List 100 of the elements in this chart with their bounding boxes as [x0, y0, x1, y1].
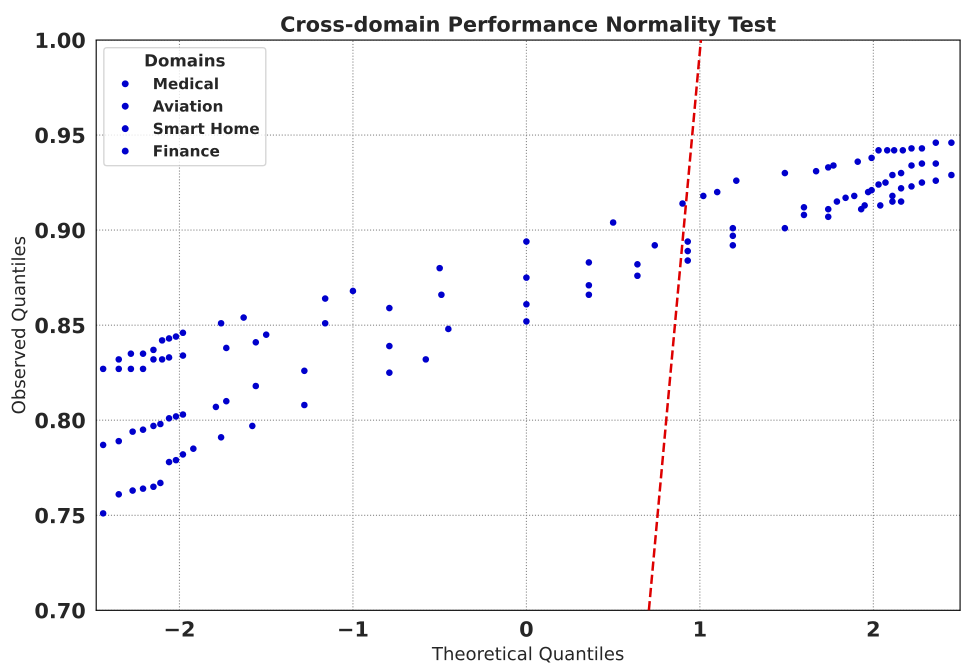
x-tick-label: −2: [166, 621, 194, 637]
point: [830, 162, 837, 169]
point: [651, 242, 658, 249]
y-tick-label: 0.75: [35, 508, 84, 524]
point: [158, 337, 166, 344]
point: [166, 415, 172, 422]
point: [854, 158, 862, 165]
point: [918, 160, 926, 167]
point: [249, 422, 256, 430]
legend-label: Medical: [154, 78, 218, 90]
point: [882, 179, 889, 186]
point: [714, 188, 721, 196]
point: [684, 257, 692, 264]
point: [128, 366, 134, 372]
point: [100, 510, 106, 517]
point: [386, 304, 393, 312]
point: [875, 146, 882, 154]
point: [898, 198, 904, 205]
point: [523, 274, 530, 281]
y-tick-label: 0.90: [35, 222, 85, 238]
point: [218, 320, 224, 327]
point: [100, 442, 106, 448]
point: [166, 354, 172, 361]
point: [948, 172, 955, 178]
point: [782, 170, 788, 176]
y-tick-label: 0.95: [35, 128, 84, 144]
point: [850, 192, 858, 200]
point: [386, 342, 393, 350]
point: [730, 242, 736, 249]
point: [180, 451, 186, 458]
point: [918, 179, 926, 186]
point: [223, 344, 230, 352]
y-tick-label: 1.00: [36, 32, 85, 48]
x-axis-title: Theoretical Quantiles: [432, 646, 624, 662]
point: [212, 404, 220, 410]
point: [158, 356, 166, 363]
point: [172, 456, 180, 464]
point: [180, 352, 186, 359]
point: [898, 185, 904, 192]
point: [890, 146, 898, 154]
point: [157, 420, 164, 428]
point: [115, 491, 122, 498]
point: [800, 204, 808, 211]
point: [730, 232, 736, 240]
point: [129, 428, 136, 435]
point: [824, 206, 832, 212]
point: [190, 445, 197, 452]
point: [868, 154, 875, 162]
point: [908, 183, 915, 190]
point: [100, 366, 106, 372]
point: [834, 198, 840, 205]
point: [889, 172, 896, 178]
point: [932, 160, 940, 167]
point: [301, 402, 308, 408]
point: [115, 438, 122, 444]
point: [240, 314, 247, 321]
point: [824, 164, 832, 171]
point: [812, 168, 820, 174]
point: [586, 282, 592, 289]
point: [730, 224, 736, 232]
point: [172, 333, 180, 340]
point: [129, 487, 136, 494]
point: [140, 350, 146, 357]
point: [610, 219, 616, 226]
point: [889, 198, 896, 205]
point: [150, 346, 157, 354]
x-tick-label: 2: [868, 621, 879, 637]
point: [140, 485, 146, 492]
point: [898, 170, 904, 176]
point: [884, 146, 891, 154]
point: [523, 318, 530, 325]
point: [634, 272, 641, 280]
point: [858, 206, 864, 212]
point: [180, 411, 186, 418]
point: [115, 366, 122, 372]
point: [733, 177, 740, 184]
point: [634, 261, 641, 268]
point: [908, 162, 915, 169]
point: [875, 181, 882, 188]
y-axis-title: Observed Quantiles: [11, 236, 28, 414]
point: [350, 288, 356, 294]
point: [900, 146, 906, 154]
point: [252, 338, 260, 346]
legend-title: Domains: [146, 54, 225, 67]
point: [140, 366, 146, 372]
point: [180, 329, 186, 336]
point: [782, 224, 788, 232]
point: [166, 458, 172, 466]
point: [868, 186, 875, 194]
point: [889, 192, 896, 200]
point: [918, 145, 926, 152]
point: [218, 434, 224, 441]
x-tick-label: 0: [520, 621, 533, 637]
point: [586, 291, 592, 298]
point: [876, 202, 884, 209]
point: [172, 413, 180, 420]
point: [932, 177, 940, 184]
point: [262, 331, 270, 338]
legend-label: Finance: [154, 144, 220, 157]
point: [150, 483, 157, 490]
